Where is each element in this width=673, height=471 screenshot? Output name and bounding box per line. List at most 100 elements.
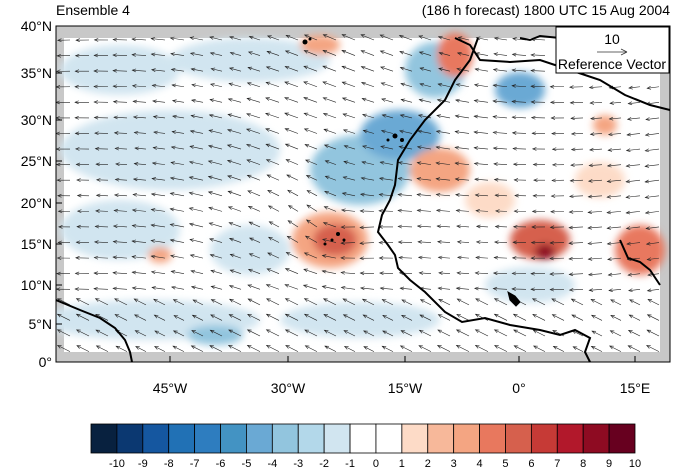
wind-vector	[170, 53, 185, 56]
wind-vector	[514, 345, 527, 352]
wind-vector-head	[304, 345, 310, 349]
wind-vector	[286, 174, 299, 181]
wind-vector	[153, 147, 166, 150]
wind-vector-head	[265, 143, 271, 148]
wind-vector-head	[607, 148, 613, 152]
wind-vector	[172, 131, 185, 134]
wind-vector	[266, 329, 280, 337]
wind-vector-head	[549, 84, 555, 89]
wind-vector-head	[437, 83, 443, 87]
wind-vector	[170, 224, 185, 228]
wind-vector	[646, 345, 660, 352]
wind-vector	[628, 102, 641, 104]
colorbar-swatch	[608, 423, 636, 454]
wind-vector	[398, 194, 413, 197]
wind-vector-head	[113, 208, 119, 213]
wind-vector-head	[473, 146, 479, 150]
wind-vector-head	[227, 175, 232, 179]
wind-vector	[229, 222, 242, 228]
wind-vector-head	[340, 225, 346, 229]
lake-chad	[507, 290, 521, 307]
wind-vector	[171, 146, 185, 150]
wind-vector-head	[341, 192, 347, 196]
colorbar-swatch	[479, 423, 506, 454]
wind-vector-head	[417, 240, 422, 244]
wind-vector	[288, 205, 299, 212]
wind-vector	[323, 97, 337, 103]
wind-vector-head	[494, 193, 500, 198]
wind-vector	[362, 114, 375, 119]
wind-vector-head	[115, 162, 120, 167]
wind-vector-head	[341, 65, 347, 70]
wind-vector	[628, 330, 641, 337]
wind-vector-head	[628, 85, 633, 90]
wind-vector-head	[228, 82, 234, 87]
wind-vector-head	[419, 67, 425, 71]
wind-vector	[267, 190, 280, 197]
wind-vector	[436, 178, 451, 181]
wind-vector-head	[475, 298, 480, 303]
wind-vector-head	[169, 192, 175, 196]
wind-vector	[607, 179, 622, 182]
wind-vector	[135, 346, 147, 352]
wind-vector	[610, 330, 622, 337]
wind-vector-head	[360, 286, 365, 291]
wind-vector	[268, 236, 280, 243]
lat-label: 40°N	[21, 18, 52, 34]
wind-vector	[303, 284, 318, 290]
wind-vector-head	[628, 314, 634, 319]
lon-label: 15°W	[388, 380, 423, 396]
wind-vector-head	[210, 299, 216, 303]
wind-vector-head	[457, 255, 462, 260]
wind-vector-head	[359, 256, 364, 261]
wind-vector	[304, 50, 318, 56]
wind-vector	[246, 128, 261, 134]
wind-vector	[209, 238, 223, 243]
wind-vector-head	[227, 345, 233, 349]
wind-vector	[417, 162, 432, 165]
wind-vector	[532, 314, 546, 321]
wind-vector	[569, 288, 584, 291]
wind-vector-head	[248, 35, 254, 40]
wind-vector	[191, 99, 204, 103]
wind-vector-head	[607, 257, 612, 261]
wind-vector	[151, 255, 166, 259]
wind-vector-head	[625, 195, 631, 199]
wind-vector	[399, 51, 413, 56]
wind-vector-head	[570, 147, 576, 152]
wind-vector-head	[228, 314, 234, 318]
colorbar-swatch	[505, 423, 532, 454]
wind-vector-head	[189, 145, 195, 149]
wind-vector	[400, 345, 413, 352]
wind-vector-head	[265, 97, 270, 101]
wind-vector-head	[514, 193, 519, 198]
wind-vector-head	[267, 205, 273, 210]
colorbar-label: 1	[399, 458, 405, 470]
wind-vector-head	[343, 346, 349, 350]
wind-vector	[57, 313, 71, 321]
wind-vector	[344, 145, 356, 150]
wind-vector-head	[568, 225, 574, 230]
wind-vector-head	[343, 145, 349, 149]
wind-vector	[265, 143, 280, 150]
wind-vector	[230, 52, 242, 56]
wind-vector-head	[170, 68, 176, 72]
wind-vector	[114, 298, 128, 306]
lat-label: 20°N	[21, 195, 52, 211]
map-plot	[56, 26, 670, 362]
colorbar-label: 4	[477, 458, 483, 470]
wind-vector	[134, 147, 147, 150]
wind-vector-head	[645, 241, 651, 246]
wind-vector	[248, 269, 261, 274]
colorbar-label: 2	[425, 458, 431, 470]
wind-vector	[553, 346, 565, 352]
wind-vector-head	[209, 345, 214, 349]
wind-vector	[438, 314, 451, 321]
wind-vector	[247, 345, 261, 352]
wind-vector	[418, 257, 432, 259]
wind-vector-head	[551, 298, 556, 303]
wind-vector	[266, 284, 280, 290]
anomaly-field	[56, 33, 665, 345]
wind-vector	[456, 210, 470, 212]
wind-vector-head	[95, 345, 101, 350]
